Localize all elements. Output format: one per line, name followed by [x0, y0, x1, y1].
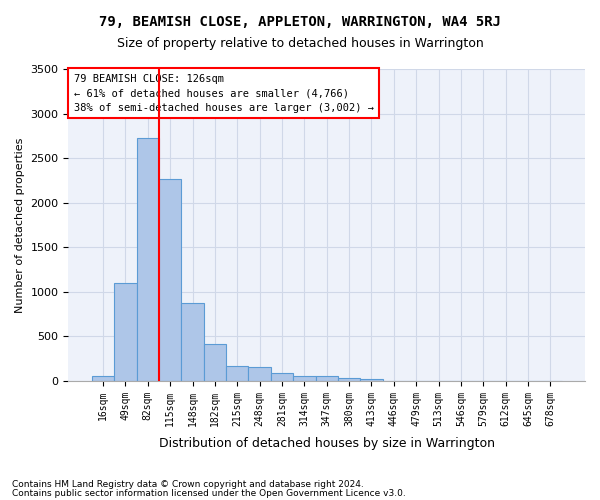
- Bar: [360, 379, 383, 381]
- Bar: [226, 366, 248, 381]
- Bar: [338, 378, 360, 381]
- Text: Contains HM Land Registry data © Crown copyright and database right 2024.: Contains HM Land Registry data © Crown c…: [12, 480, 364, 489]
- Bar: [248, 366, 271, 381]
- Text: Size of property relative to detached houses in Warrington: Size of property relative to detached ho…: [116, 38, 484, 51]
- Text: Contains public sector information licensed under the Open Government Licence v3: Contains public sector information licen…: [12, 488, 406, 498]
- Text: 79, BEAMISH CLOSE, APPLETON, WARRINGTON, WA4 5RJ: 79, BEAMISH CLOSE, APPLETON, WARRINGTON,…: [99, 15, 501, 29]
- Bar: [316, 376, 338, 381]
- Bar: [114, 283, 137, 381]
- X-axis label: Distribution of detached houses by size in Warrington: Distribution of detached houses by size …: [159, 437, 495, 450]
- Bar: [204, 344, 226, 381]
- Bar: [137, 138, 159, 381]
- Bar: [181, 304, 204, 381]
- Y-axis label: Number of detached properties: Number of detached properties: [15, 138, 25, 312]
- Bar: [159, 178, 181, 381]
- Bar: [92, 376, 114, 381]
- Text: 79 BEAMISH CLOSE: 126sqm
← 61% of detached houses are smaller (4,766)
38% of sem: 79 BEAMISH CLOSE: 126sqm ← 61% of detach…: [74, 74, 374, 114]
- Bar: [271, 373, 293, 381]
- Bar: [293, 376, 316, 381]
